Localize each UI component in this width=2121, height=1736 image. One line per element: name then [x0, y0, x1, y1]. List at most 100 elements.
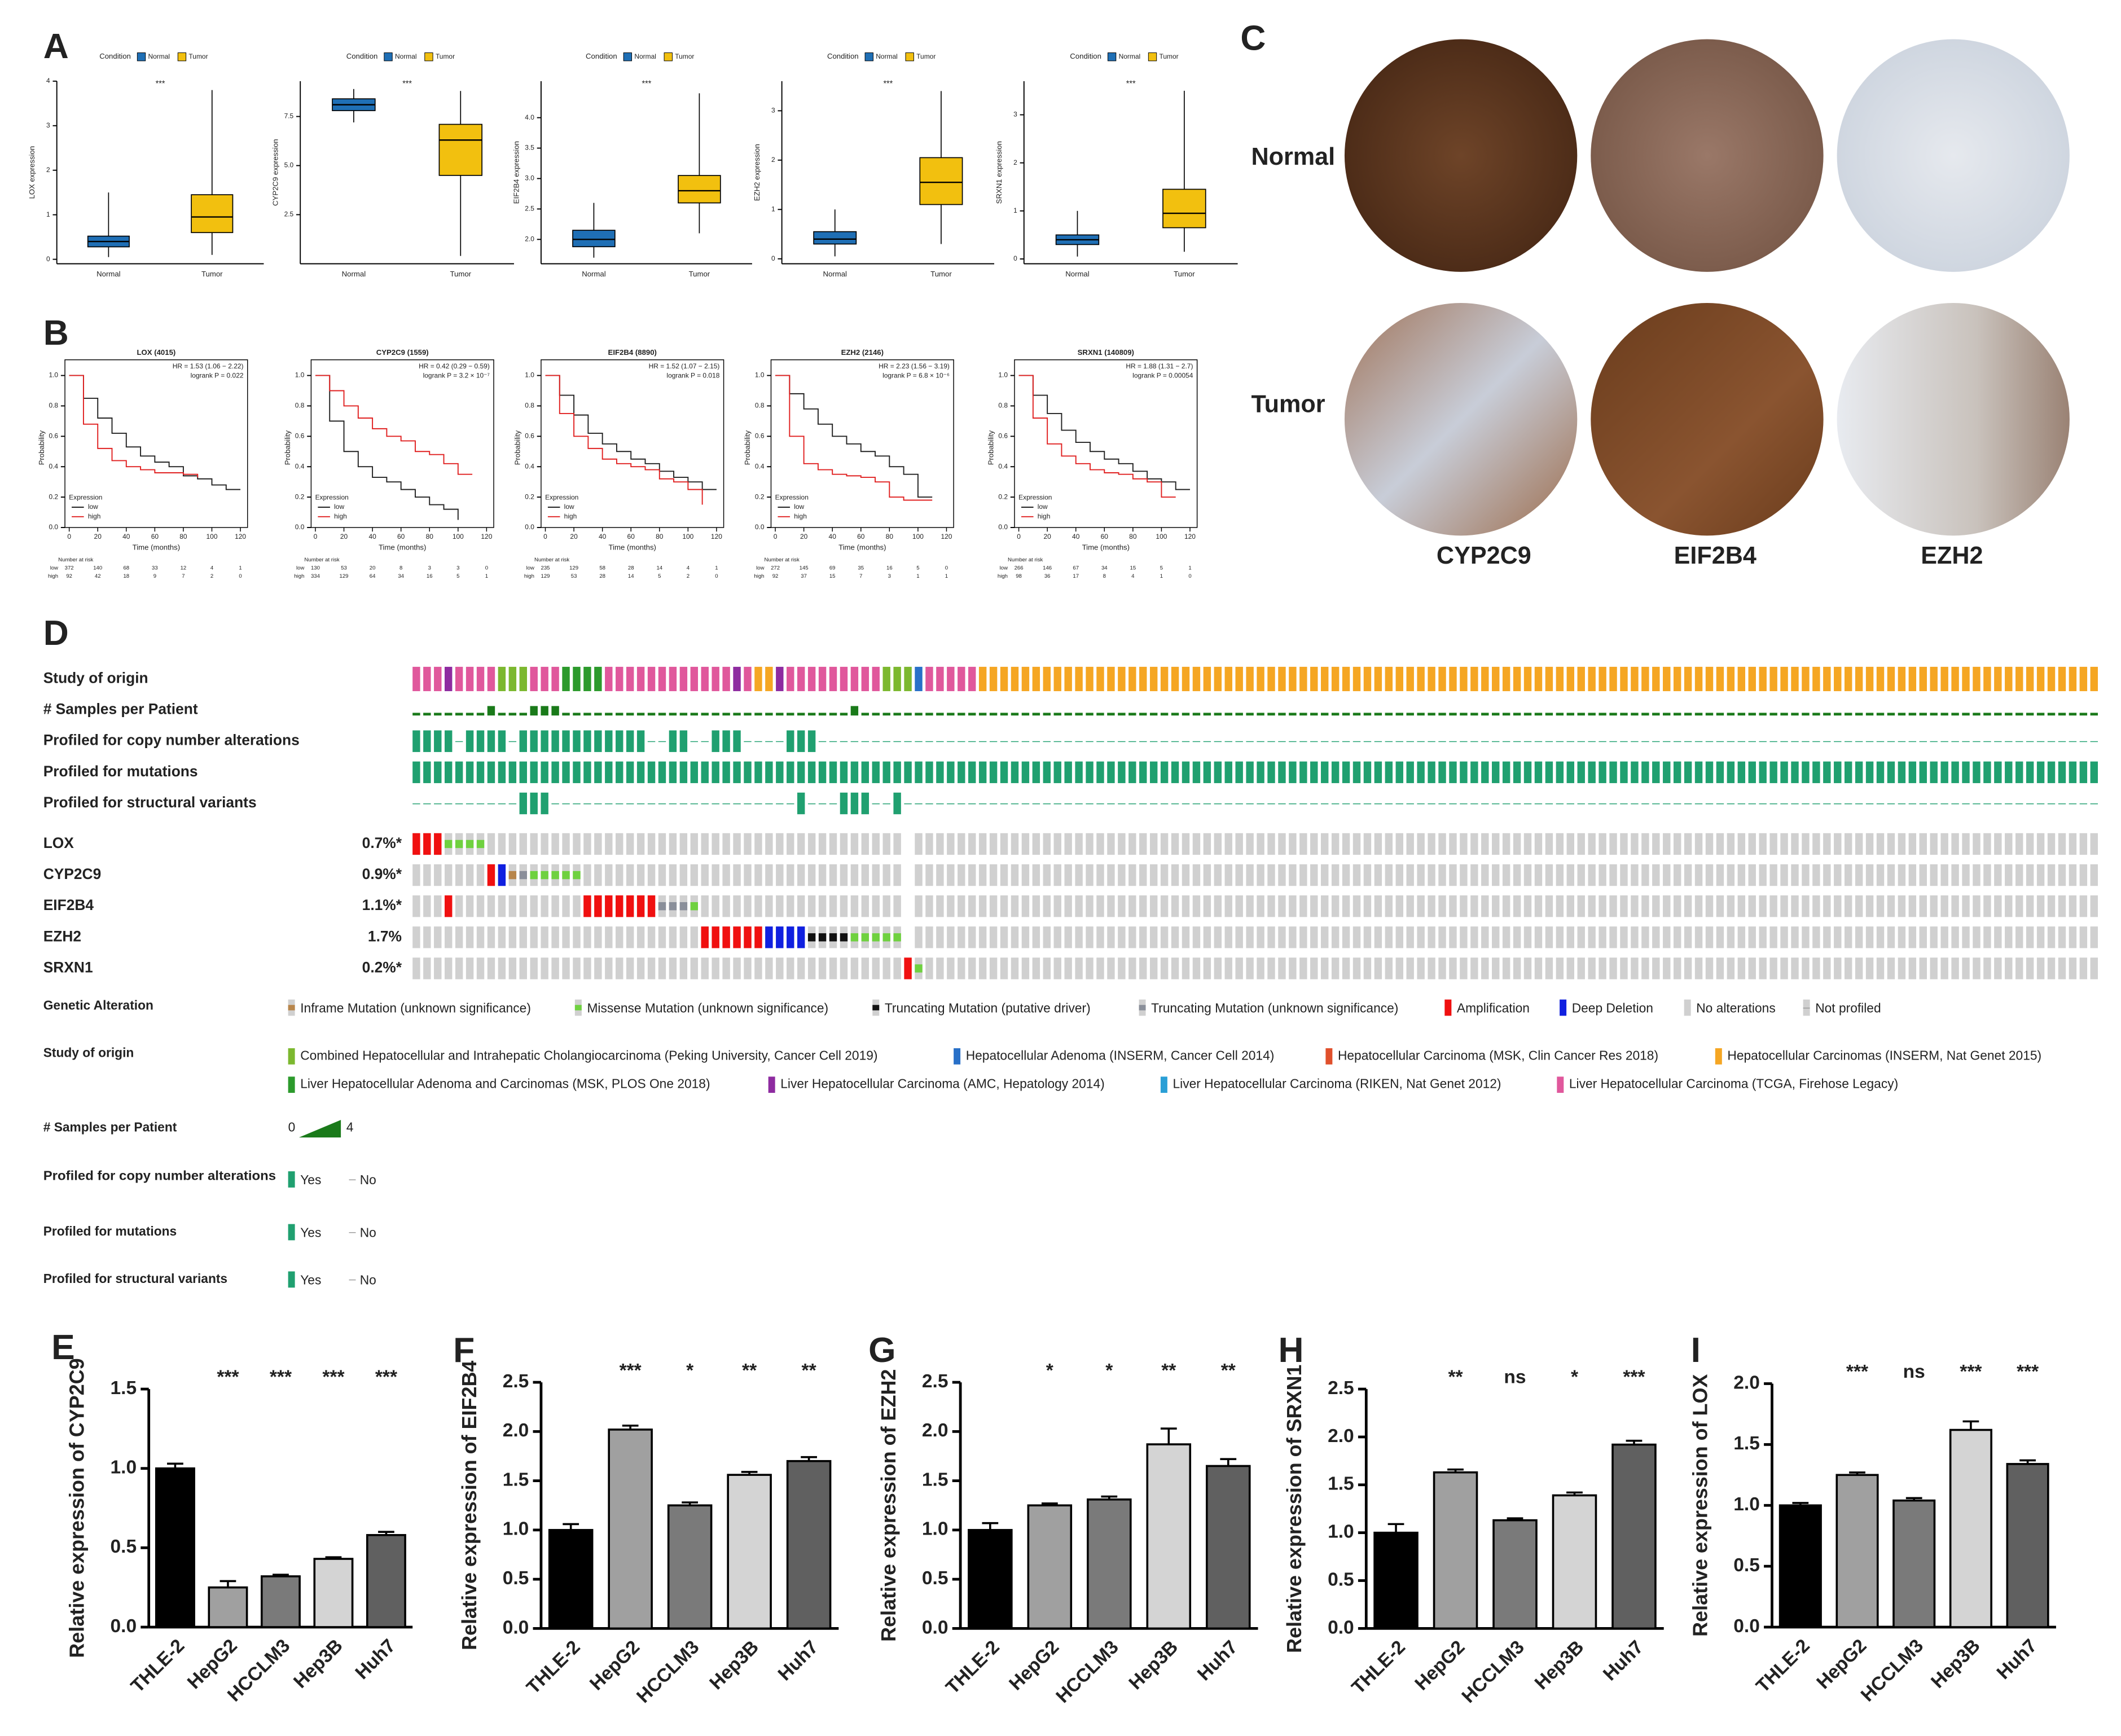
cna-cell — [1021, 741, 1030, 742]
y-tick-label: 1.5 — [110, 1378, 137, 1399]
samples-cell — [1481, 713, 1489, 716]
mut-cell — [1160, 761, 1169, 784]
gene-cell — [947, 864, 955, 886]
box — [678, 175, 721, 204]
mut-cell — [1930, 761, 1938, 784]
bar — [786, 1460, 832, 1630]
cna-cell — [1171, 741, 1179, 742]
sv-cell — [1631, 803, 1639, 805]
cna-cell — [1417, 741, 1425, 742]
logrank-text: logrank P = 6.8 × 10⁻⁶ — [882, 372, 950, 380]
gene-cell — [1588, 926, 1596, 948]
gene-cell — [1438, 864, 1446, 886]
gene-cell — [1684, 864, 1692, 886]
mut-cell — [1663, 761, 1671, 784]
cna-cell — [1278, 741, 1286, 742]
survival-line — [315, 375, 459, 520]
x-tick-label: Tumor — [450, 270, 471, 278]
gene-cell — [1011, 895, 1019, 917]
legend-swatch — [954, 1048, 961, 1065]
risk-count: 7 — [859, 573, 862, 579]
gene-cell — [787, 833, 794, 855]
gene-cell — [1342, 957, 1350, 979]
gene-cell — [1823, 926, 1831, 948]
cna-cell — [551, 730, 559, 752]
gene-cell — [1716, 926, 1724, 948]
mut-cell — [989, 761, 998, 784]
gene-cell — [1096, 926, 1104, 948]
sv-cell — [551, 803, 559, 805]
gene-cell — [1940, 957, 1948, 979]
sv-cell — [1043, 803, 1051, 805]
study-cell — [1086, 666, 1094, 692]
cna-cell — [1962, 741, 1970, 742]
gene-cell — [1043, 926, 1051, 948]
legend-swatch — [288, 1171, 295, 1188]
sv-cell — [434, 803, 442, 805]
legend-label: high — [1038, 512, 1051, 520]
gene-cell — [1844, 895, 1852, 917]
x-tick-label: 60 — [397, 533, 405, 540]
gene-cell — [498, 895, 506, 917]
legend-label: Missense Mutation (unknown significance) — [587, 1000, 828, 1015]
gene-cell — [861, 833, 870, 855]
sv-cell — [829, 803, 837, 805]
study-cell — [605, 666, 613, 692]
study-cell — [1235, 666, 1243, 692]
mut-cell — [1021, 761, 1030, 784]
legend-title: Expression — [1018, 493, 1052, 501]
gene-cell — [1716, 957, 1724, 979]
significance: *** — [642, 79, 652, 88]
alteration-cell — [669, 902, 677, 911]
gene-cell — [1620, 833, 1628, 855]
gene-cell — [1428, 926, 1435, 948]
gene-cell — [936, 864, 944, 886]
samples-cell — [1320, 713, 1329, 716]
gene-cell — [1192, 957, 1201, 979]
gene-cell — [744, 895, 752, 917]
sv-cell — [1694, 803, 1703, 805]
sv-cell — [1876, 803, 1885, 805]
sv-cell — [1663, 803, 1671, 805]
risk-count: 58 — [599, 565, 605, 571]
gene-cell — [818, 833, 827, 855]
y-label: LOX expression — [28, 146, 36, 199]
cna-cell — [978, 741, 987, 742]
x-tick-label: 100 — [453, 533, 464, 540]
sv-cell — [1352, 803, 1361, 805]
samples-cell — [498, 713, 506, 716]
x-tick-label: Tumor — [1174, 270, 1195, 278]
gene-cell — [1737, 926, 1746, 948]
cna-cell — [989, 741, 998, 742]
risk-count: 4 — [687, 565, 690, 571]
gene-cell — [1160, 895, 1169, 917]
samples-cell — [1492, 713, 1500, 716]
gene-cell — [1994, 864, 2002, 886]
sv-cell — [925, 803, 933, 805]
gene-cell — [1759, 957, 1767, 979]
gene-cell — [626, 926, 634, 948]
cna-cell — [1128, 741, 1136, 742]
cna-cell — [412, 730, 420, 752]
gene-cell — [1759, 926, 1767, 948]
gene-cell — [776, 957, 784, 979]
hr-text: HR = 0.42 (0.29 − 0.59) — [419, 362, 490, 370]
study-cell — [1983, 666, 1991, 692]
mut-cell — [1865, 761, 1874, 784]
gene-cell — [1694, 926, 1703, 948]
gene-cell — [947, 926, 955, 948]
legend-swatch — [288, 1271, 295, 1288]
alteration-cell — [776, 926, 784, 948]
alteration-cell — [541, 871, 548, 880]
gene-cell — [1973, 895, 1981, 917]
gene-cell — [1064, 833, 1072, 855]
gene-cell — [2015, 864, 2023, 886]
risk-count: 28 — [599, 573, 605, 579]
gene-cell — [1898, 926, 1906, 948]
gene-cell — [1235, 895, 1243, 917]
gene-cell — [1930, 895, 1938, 917]
sv-cell — [1310, 803, 1318, 805]
sv-cell — [1470, 803, 1478, 805]
cna-cell — [1224, 741, 1232, 742]
mut-cell — [1149, 761, 1158, 784]
